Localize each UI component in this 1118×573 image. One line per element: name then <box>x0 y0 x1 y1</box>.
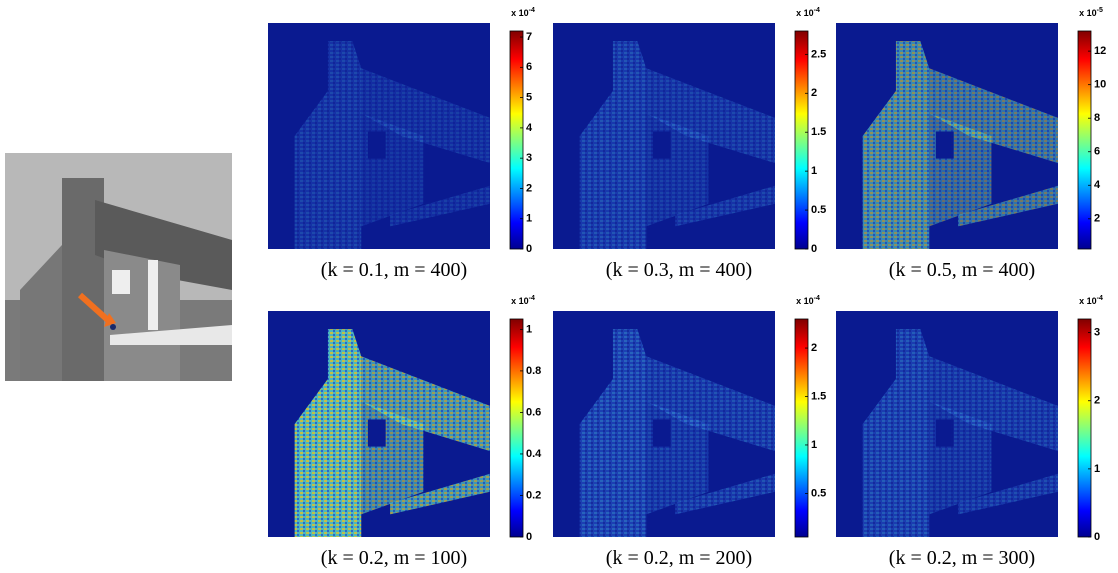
scale-exponent: -4 <box>529 295 535 302</box>
scale-exponent: -4 <box>1097 295 1103 302</box>
colorbar-tick-label: 0.4 <box>526 448 542 460</box>
colorbar-tick-label: 2.5 <box>811 48 826 60</box>
colorbar-tick-label: 10 <box>1094 79 1106 91</box>
colorbar-tick-label: 1 <box>526 213 532 225</box>
colorbar-tick-label: 2 <box>526 182 532 194</box>
heatmap-panel: 0 1 2 3 4 5 6 7 x 10-4 (k = 0.1, m = 400) <box>268 7 535 281</box>
colorbar-scale-label: x 10-4 <box>1079 295 1103 306</box>
colorbar-tick-label: 8 <box>1094 112 1100 124</box>
panel-caption: (k = 0.1, m = 400) <box>321 259 467 281</box>
heatmap-lower-roof <box>390 473 490 515</box>
heatmap-lower-roof <box>675 473 775 515</box>
heatmap-panel: 2 4 6 8 10 12 x 10-5 (k = 0.5, m = 400) <box>836 7 1106 281</box>
colorbar <box>1077 318 1092 538</box>
heatmap-roof <box>929 356 1058 452</box>
colorbar-tick-label: 6 <box>1094 146 1100 158</box>
scale-base: x 10 <box>796 8 814 18</box>
colorbar-scale-label: x 10-4 <box>796 7 820 18</box>
colorbar-tick-label: 7 <box>526 31 532 43</box>
colorbar-tick-label: 3 <box>526 152 532 164</box>
heatmap-chimney <box>579 329 647 537</box>
colorbar-tick-label: 0 <box>1094 531 1100 543</box>
panel-caption: (k = 0.2, m = 100) <box>321 547 467 569</box>
colorbar <box>509 30 524 250</box>
heatmap-chimney <box>579 41 647 249</box>
heatmap-panel: 0 1 2 3 x 10-4 (k = 0.2, m = 300) <box>836 295 1103 569</box>
colorbar-tick-label: 0 <box>526 243 532 255</box>
heatmap-roof <box>646 68 775 164</box>
colorbar-tick-label: 4 <box>526 122 533 134</box>
heatmap-panel: 0 0.5 1 1.5 2 2.5 x 10-4 (k = 0.3, m = 400) <box>553 7 826 281</box>
heatmap-lower-roof <box>675 185 775 227</box>
colorbar-scale-label: x 10-4 <box>796 295 820 306</box>
scale-base: x 10 <box>511 8 529 18</box>
colorbar <box>1077 30 1092 250</box>
colorbar-tick-label: 5 <box>526 92 532 104</box>
colorbar-tick-label: 0.5 <box>811 204 826 216</box>
colorbar-tick-label: 1.5 <box>811 126 826 138</box>
heatmap-panel: 0 0.2 0.4 0.6 0.8 1 x 10-4 (k = 0.2, m = 100) <box>268 295 542 569</box>
colorbar-tick-label: 1 <box>811 165 817 177</box>
colorbar-tick-label: 3 <box>1094 327 1100 339</box>
colorbar-tick-label: 4 <box>1094 179 1101 191</box>
colorbar-tick-label: 6 <box>526 61 532 73</box>
heatmap-window <box>935 419 954 447</box>
colorbar-tick-label: 1 <box>811 439 817 451</box>
heatmap-window <box>935 131 954 159</box>
colorbar-tick-label: 2 <box>811 87 817 99</box>
colorbar-tick-label: 12 <box>1094 45 1106 57</box>
heatmap-roof <box>361 356 490 452</box>
panel-caption: (k = 0.2, m = 300) <box>889 547 1035 569</box>
colorbar-tick-label: 2 <box>1094 395 1100 407</box>
colorbar-tick-label: 0.8 <box>526 365 541 377</box>
colorbar-tick-label: 1.5 <box>811 390 826 402</box>
heatmap-chimney <box>862 41 930 249</box>
scale-exponent: -4 <box>529 7 535 14</box>
colorbar <box>509 318 524 538</box>
colorbar-tick-label: 2 <box>811 342 817 354</box>
heatmap-roof <box>929 68 1058 164</box>
colorbar <box>794 318 809 538</box>
scale-base: x 10 <box>796 296 814 306</box>
heatmap-roof <box>646 356 775 452</box>
colorbar-tick-label: 1 <box>526 323 532 335</box>
heatmap-lower-roof <box>958 473 1058 515</box>
colorbar-tick-label: 0.2 <box>526 489 541 501</box>
colorbar-tick-label: 0.5 <box>811 487 826 499</box>
heatmap-window <box>652 419 671 447</box>
colorbar-scale-label: x 10-4 <box>511 7 535 18</box>
heatmap-panel: 0.5 1 1.5 2 x 10-4 (k = 0.2, m = 200) <box>553 295 826 569</box>
colorbar-tick-label: 2 <box>1094 213 1100 225</box>
colorbar <box>794 30 809 250</box>
panel-caption: (k = 0.5, m = 400) <box>889 259 1035 281</box>
heatmap-chimney <box>294 329 362 537</box>
source-photo <box>5 153 232 381</box>
colorbar-scale-label: x 10-5 <box>1079 7 1103 18</box>
heatmap-roof <box>361 68 490 164</box>
scale-base: x 10 <box>1079 8 1097 18</box>
scale-base: x 10 <box>511 296 529 306</box>
heatmap-window <box>367 131 386 159</box>
colorbar-tick-label: 0 <box>526 531 532 543</box>
heatmap-lower-roof <box>390 185 490 227</box>
colorbar-tick-label: 0.6 <box>526 406 541 418</box>
colorbar-tick-label: 0 <box>811 243 817 255</box>
scale-exponent: -5 <box>1097 7 1103 14</box>
heatmap-chimney <box>294 41 362 249</box>
scale-base: x 10 <box>1079 296 1097 306</box>
heatmap-chimney <box>862 329 930 537</box>
scale-exponent: -4 <box>814 295 820 302</box>
panel-caption: (k = 0.3, m = 400) <box>606 259 752 281</box>
heatmap-window <box>652 131 671 159</box>
heatmap-window <box>367 419 386 447</box>
scale-exponent: -4 <box>814 7 820 14</box>
colorbar-tick-label: 1 <box>1094 463 1100 475</box>
heatmap-lower-roof <box>958 185 1058 227</box>
colorbar-scale-label: x 10-4 <box>511 295 535 306</box>
panel-caption: (k = 0.2, m = 200) <box>606 547 752 569</box>
